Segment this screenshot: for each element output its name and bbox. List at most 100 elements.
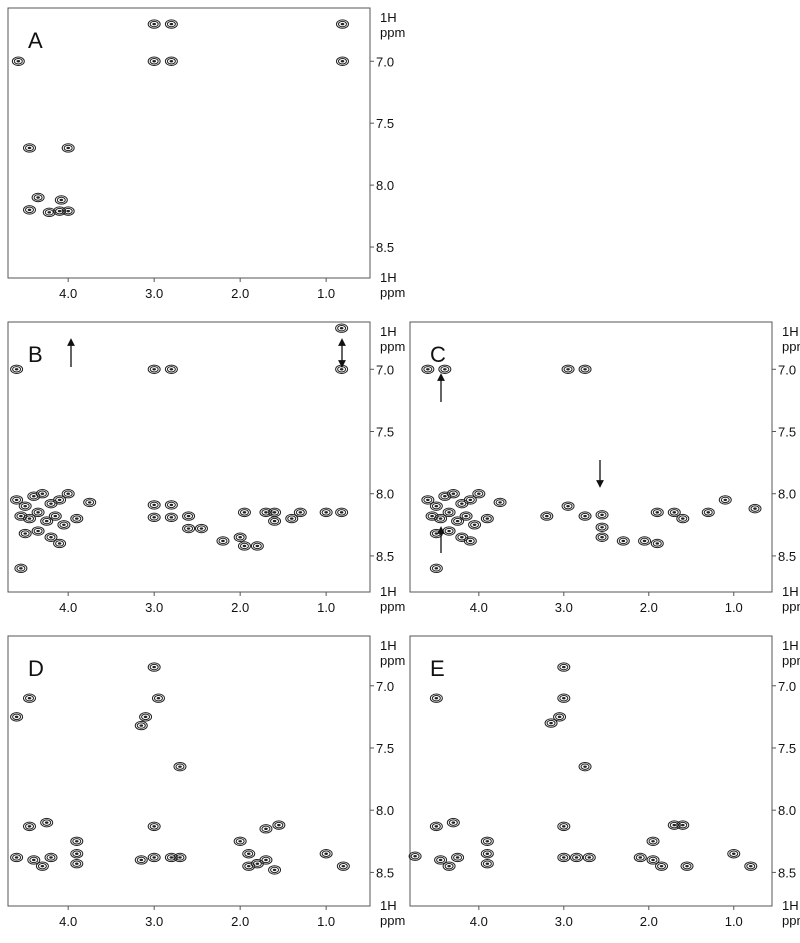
contour [31, 526, 45, 536]
peak [451, 852, 465, 863]
contour [595, 532, 609, 542]
peak [335, 364, 349, 374]
contour [27, 855, 41, 865]
peak [676, 820, 690, 830]
contour [147, 821, 161, 832]
contour [651, 840, 655, 843]
contour [557, 715, 562, 719]
contour [270, 509, 280, 516]
contour [431, 823, 441, 830]
y-tick-label: 8.0 [778, 487, 796, 502]
contour [448, 490, 458, 497]
contour [451, 852, 465, 863]
contour [335, 19, 349, 29]
peak [718, 495, 732, 505]
contour [272, 511, 277, 514]
peak [570, 852, 584, 863]
contour [335, 507, 349, 518]
contour [196, 525, 206, 532]
peak [147, 500, 161, 510]
y-tick-label: 7.5 [376, 741, 394, 756]
contour [24, 515, 34, 522]
contour [166, 366, 176, 373]
contour [701, 507, 715, 518]
y-tick-label: 8.5 [778, 865, 796, 880]
x-tick-label: 4.0 [59, 600, 77, 615]
contour [727, 849, 741, 859]
panel-title: D [28, 656, 44, 681]
x-tick-label: 1.0 [725, 914, 743, 929]
peak [438, 364, 452, 374]
peak [595, 522, 609, 532]
peak [182, 523, 196, 534]
x-tick-label: 4.0 [59, 914, 77, 929]
contour [676, 820, 690, 830]
contour [672, 823, 677, 827]
contour [57, 520, 71, 530]
peak [250, 541, 264, 551]
contour [482, 850, 492, 857]
contour [498, 501, 502, 504]
peak [35, 861, 49, 871]
contour [431, 502, 441, 510]
peak [31, 192, 45, 203]
peak [272, 820, 286, 830]
contour [293, 507, 307, 518]
contour [139, 712, 153, 722]
contour [53, 206, 67, 216]
contour [753, 507, 757, 510]
peak [70, 513, 84, 524]
contour [218, 537, 228, 545]
contour [748, 864, 753, 868]
contour [184, 512, 194, 520]
contour [583, 765, 587, 768]
contour [557, 693, 571, 703]
contour [72, 838, 82, 845]
peak [61, 143, 75, 153]
contour [173, 761, 187, 772]
x-tick-label: 3.0 [145, 914, 163, 929]
contour [434, 513, 448, 524]
peak [335, 56, 349, 66]
peak [10, 495, 24, 505]
contour [270, 517, 280, 525]
x-tick-label: 3.0 [555, 600, 573, 615]
contour [455, 856, 460, 859]
contour [37, 862, 47, 870]
contour [74, 862, 79, 865]
peak [31, 507, 45, 518]
contour [169, 503, 174, 507]
contour [744, 861, 758, 871]
y-tick-label: 8.5 [778, 549, 796, 564]
contour [672, 511, 677, 514]
contour [22, 143, 36, 153]
contour [272, 868, 277, 872]
contour [600, 526, 604, 529]
contour [87, 501, 92, 504]
contour [578, 511, 592, 521]
contour [14, 856, 19, 859]
peak [293, 507, 307, 518]
contour [36, 196, 40, 199]
contour [553, 712, 567, 722]
contour [44, 209, 54, 216]
contour [289, 517, 294, 520]
peak [459, 511, 473, 521]
peak [40, 817, 54, 828]
contour [682, 862, 692, 870]
contour [464, 514, 468, 518]
peak [557, 693, 571, 703]
contour [444, 527, 454, 535]
peak [480, 849, 494, 859]
peak [53, 538, 67, 549]
contour [239, 509, 249, 516]
contour [10, 852, 24, 863]
contour [166, 58, 176, 65]
contour [570, 852, 584, 863]
contour [169, 856, 174, 859]
contour [277, 823, 281, 827]
